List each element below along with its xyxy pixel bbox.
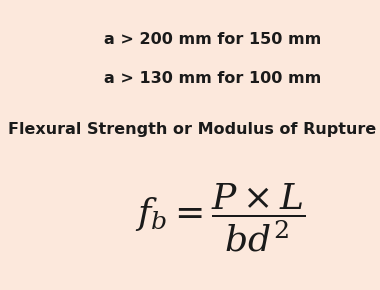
Text: a > 130 mm for 100 mm: a > 130 mm for 100 mm	[104, 71, 321, 86]
Text: Flexural Strength or Modulus of Rupture: Flexural Strength or Modulus of Rupture	[8, 122, 376, 137]
Text: a > 200 mm for 150 mm: a > 200 mm for 150 mm	[104, 32, 321, 47]
Text: $f_b = \dfrac{P \times L}{bd^2}$: $f_b = \dfrac{P \times L}{bd^2}$	[135, 182, 306, 253]
